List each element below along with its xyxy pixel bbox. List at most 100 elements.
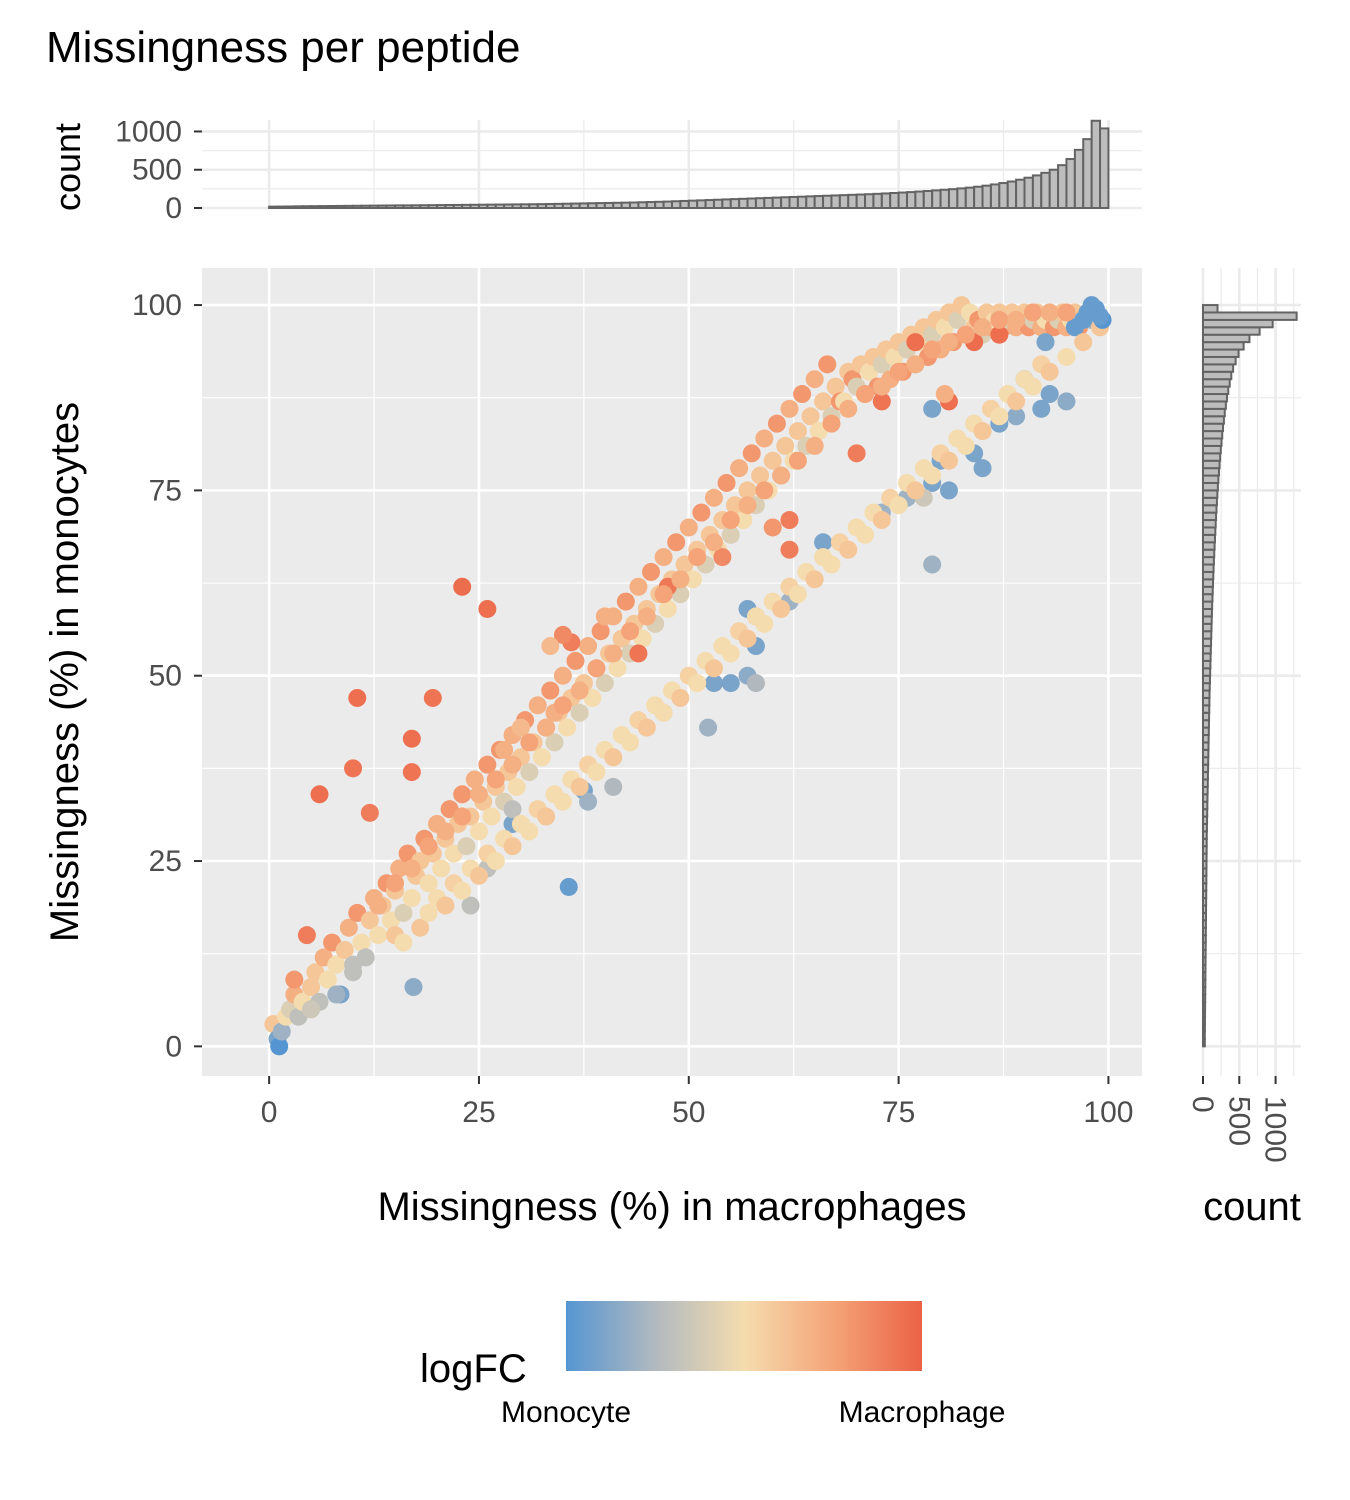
- scatter-point: [469, 785, 488, 804]
- top-histogram-bar: [561, 202, 573, 209]
- right-histogram-bar: [1202, 304, 1219, 314]
- scatter-point: [570, 681, 589, 700]
- scatter-point: [360, 911, 379, 930]
- top-histogram-bar: [318, 205, 329, 210]
- top-histogram-bar: [712, 198, 724, 210]
- scatter-point: [453, 785, 472, 804]
- scatter-point: [436, 822, 455, 841]
- right-histogram-bar: [1202, 682, 1211, 692]
- scatter-point: [1091, 307, 1110, 326]
- scatter-point: [1007, 392, 1026, 411]
- scatter-point: [692, 503, 711, 522]
- scatter-point: [390, 859, 409, 878]
- top-histogram-bar: [360, 204, 371, 209]
- scatter-point: [457, 837, 476, 856]
- top-histogram-bar: [511, 203, 522, 209]
- right-histogram-bar: [1202, 645, 1212, 655]
- right-histogram-bar: [1202, 667, 1212, 677]
- scatter-point: [616, 592, 635, 611]
- right-histogram-bar: [1202, 385, 1230, 396]
- top-histogram-bar: [729, 198, 741, 209]
- scatter-point: [591, 622, 610, 641]
- top-histogram-bar: [771, 196, 783, 210]
- top-histogram-bar: [335, 204, 346, 210]
- right-histogram-bar: [1202, 956, 1207, 966]
- top-histogram-bar: [864, 193, 875, 210]
- scatter-point: [721, 511, 740, 530]
- x-tick-label: 50: [672, 1096, 705, 1129]
- scatter-point: [671, 570, 690, 589]
- top-histogram-bar: [1082, 138, 1093, 209]
- scatter-point: [553, 666, 572, 685]
- scatter-point: [1007, 310, 1026, 329]
- scatter-point: [730, 459, 749, 478]
- top-histogram-bar: [696, 199, 707, 209]
- top-histogram-bar: [989, 183, 1001, 209]
- scatter-point: [629, 644, 648, 663]
- scatter-point: [973, 318, 992, 337]
- scatter-point: [495, 740, 514, 759]
- right-histogram-bar: [1202, 897, 1208, 907]
- top-histogram-bar: [553, 202, 564, 210]
- scatter-point: [814, 533, 833, 552]
- scatter-point: [667, 533, 686, 552]
- scatter-point: [713, 548, 732, 567]
- scatter-point: [872, 511, 891, 530]
- top-histogram-bar: [754, 197, 766, 209]
- scatter-point: [469, 822, 488, 841]
- top-histogram-bar: [377, 204, 388, 209]
- scatter-point: [654, 703, 673, 722]
- top-histogram-bar: [578, 202, 590, 209]
- right-histogram-bar: [1202, 400, 1227, 410]
- top-histogram-bar: [872, 192, 883, 209]
- scatter-point: [520, 763, 539, 782]
- scatter-point: [558, 718, 577, 737]
- top-histogram-bar: [763, 196, 774, 209]
- top-histogram-bar: [981, 184, 992, 210]
- scatter-point: [545, 733, 564, 752]
- scatter-point: [587, 763, 606, 782]
- top-histogram-bar: [889, 192, 900, 209]
- scatter-point: [637, 607, 656, 626]
- right-histogram-bar: [1202, 830, 1208, 840]
- scatter-point: [826, 377, 845, 396]
- right-histogram-bar: [1202, 348, 1240, 358]
- scatter-point: [302, 1000, 321, 1019]
- right-histogram-bar: [1202, 318, 1274, 329]
- scatter-point: [973, 422, 992, 441]
- top-histogram-bar: [914, 190, 925, 209]
- scatter-point: [856, 525, 875, 544]
- scatter-point: [579, 637, 598, 656]
- top-histogram-bar: [1057, 164, 1068, 209]
- right-histogram-bar: [1202, 637, 1213, 648]
- y-tick-label: 100: [132, 289, 182, 322]
- top-y-tick-label: 500: [132, 154, 182, 187]
- scatter-point: [839, 399, 858, 418]
- scatter-point: [1057, 347, 1076, 366]
- top-histogram-bar: [486, 203, 497, 209]
- scatter-point: [507, 777, 526, 796]
- right-histogram-bar: [1202, 971, 1207, 981]
- top-histogram-bar: [813, 195, 825, 209]
- scatter-point: [327, 955, 346, 974]
- legend-low-label: Monocyte: [501, 1396, 631, 1429]
- scatter-point: [717, 473, 736, 492]
- top-histogram-bar: [906, 191, 917, 210]
- scatter-point: [419, 874, 438, 893]
- right-histogram-bar: [1202, 822, 1208, 833]
- top-histogram-bar: [822, 194, 833, 209]
- right-histogram-bar: [1202, 615, 1213, 625]
- right-histogram-bar: [1202, 934, 1207, 944]
- top-histogram-bar: [427, 204, 439, 210]
- scatter-point: [1007, 407, 1026, 426]
- scatter-panel: 0 25 50 75 100 0 25 50 75 100 Missingness (%) in …: [43, 268, 1142, 1229]
- scatter-point: [939, 333, 958, 352]
- scatter-point: [344, 759, 363, 778]
- right-histogram-bar: [1202, 452, 1222, 462]
- right-histogram-bar: [1202, 860, 1208, 870]
- right-histogram-bar: [1202, 674, 1211, 685]
- top-y-tick-label: 0: [165, 192, 182, 225]
- right-histogram-bar: [1202, 1037, 1206, 1048]
- right-histogram-bar: [1202, 607, 1213, 618]
- scatter-point: [704, 533, 723, 552]
